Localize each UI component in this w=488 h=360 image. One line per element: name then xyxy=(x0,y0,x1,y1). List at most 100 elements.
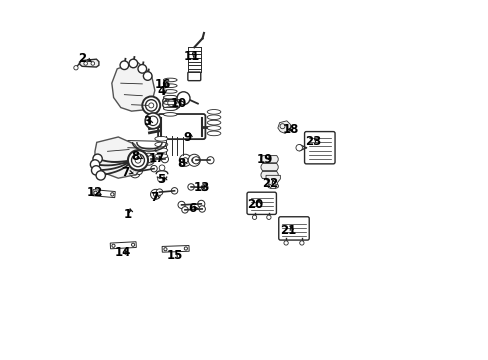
Ellipse shape xyxy=(207,131,221,136)
Circle shape xyxy=(199,206,205,212)
Polygon shape xyxy=(261,163,278,171)
Circle shape xyxy=(206,157,214,164)
Text: 6: 6 xyxy=(188,202,196,215)
Circle shape xyxy=(142,153,155,165)
Text: 18: 18 xyxy=(282,122,298,136)
Circle shape xyxy=(148,103,153,108)
Text: 5: 5 xyxy=(157,173,165,186)
Ellipse shape xyxy=(163,113,177,116)
Circle shape xyxy=(135,157,141,163)
Ellipse shape xyxy=(207,126,221,130)
Circle shape xyxy=(150,166,157,172)
Ellipse shape xyxy=(155,148,167,153)
Ellipse shape xyxy=(155,154,167,158)
Circle shape xyxy=(93,154,102,163)
Circle shape xyxy=(129,59,137,68)
Polygon shape xyxy=(80,59,99,67)
Text: 12: 12 xyxy=(86,186,102,199)
Circle shape xyxy=(131,154,144,167)
Ellipse shape xyxy=(163,95,177,99)
Ellipse shape xyxy=(155,142,167,147)
Polygon shape xyxy=(95,137,140,178)
Text: 13: 13 xyxy=(194,181,210,194)
Polygon shape xyxy=(112,62,155,111)
Circle shape xyxy=(299,241,304,245)
Text: 21: 21 xyxy=(280,224,296,237)
Circle shape xyxy=(148,116,158,126)
FancyBboxPatch shape xyxy=(278,217,308,240)
Polygon shape xyxy=(261,156,278,163)
Ellipse shape xyxy=(163,90,177,93)
Text: 14: 14 xyxy=(114,246,130,259)
Circle shape xyxy=(136,168,142,175)
Circle shape xyxy=(197,200,204,207)
Circle shape xyxy=(266,215,270,220)
Circle shape xyxy=(159,165,164,171)
Circle shape xyxy=(171,188,178,194)
Ellipse shape xyxy=(207,109,221,114)
Ellipse shape xyxy=(163,99,180,110)
Text: 4: 4 xyxy=(157,85,165,98)
Circle shape xyxy=(130,168,140,178)
Circle shape xyxy=(128,150,148,170)
Text: 16: 16 xyxy=(154,78,171,91)
Circle shape xyxy=(134,153,145,165)
Circle shape xyxy=(147,156,154,163)
Circle shape xyxy=(252,215,256,220)
Text: 11: 11 xyxy=(183,50,199,63)
Circle shape xyxy=(90,160,100,169)
Circle shape xyxy=(201,184,207,191)
Ellipse shape xyxy=(163,96,180,107)
Circle shape xyxy=(161,156,168,163)
Circle shape xyxy=(145,100,157,111)
Ellipse shape xyxy=(163,84,177,87)
Circle shape xyxy=(83,62,87,65)
Circle shape xyxy=(178,201,185,208)
Circle shape xyxy=(74,66,78,70)
Text: 8: 8 xyxy=(177,157,185,170)
Circle shape xyxy=(177,92,190,105)
Ellipse shape xyxy=(207,115,221,120)
Circle shape xyxy=(192,157,199,164)
Text: 10: 10 xyxy=(171,98,187,111)
Circle shape xyxy=(138,64,146,73)
Circle shape xyxy=(284,241,287,245)
Text: 20: 20 xyxy=(246,198,263,211)
Circle shape xyxy=(267,184,271,188)
Polygon shape xyxy=(277,121,290,134)
Polygon shape xyxy=(265,175,280,189)
Text: 7: 7 xyxy=(121,166,129,179)
Text: 3: 3 xyxy=(142,115,151,128)
Circle shape xyxy=(143,72,152,80)
Text: 8: 8 xyxy=(131,150,139,163)
Circle shape xyxy=(150,189,160,199)
Circle shape xyxy=(295,144,302,151)
Circle shape xyxy=(158,177,163,182)
Circle shape xyxy=(145,113,161,129)
Ellipse shape xyxy=(163,107,177,111)
Ellipse shape xyxy=(163,101,177,105)
Text: 19: 19 xyxy=(257,153,273,166)
Circle shape xyxy=(120,61,128,69)
Circle shape xyxy=(91,166,101,175)
Ellipse shape xyxy=(155,136,167,141)
Circle shape xyxy=(179,154,191,166)
Text: 9: 9 xyxy=(183,131,191,144)
Circle shape xyxy=(91,62,94,65)
Text: 22: 22 xyxy=(262,177,278,190)
FancyBboxPatch shape xyxy=(158,114,205,139)
Circle shape xyxy=(156,189,163,195)
Circle shape xyxy=(187,184,194,190)
FancyBboxPatch shape xyxy=(187,72,201,81)
FancyBboxPatch shape xyxy=(246,192,276,215)
Text: 17: 17 xyxy=(148,152,164,165)
Circle shape xyxy=(96,171,105,180)
Polygon shape xyxy=(261,171,278,179)
FancyBboxPatch shape xyxy=(304,132,334,164)
Text: 7: 7 xyxy=(150,192,158,204)
Text: 1: 1 xyxy=(123,208,132,221)
Text: 23: 23 xyxy=(305,135,321,148)
Circle shape xyxy=(188,154,200,166)
Text: 2: 2 xyxy=(78,51,85,64)
Ellipse shape xyxy=(207,120,221,125)
